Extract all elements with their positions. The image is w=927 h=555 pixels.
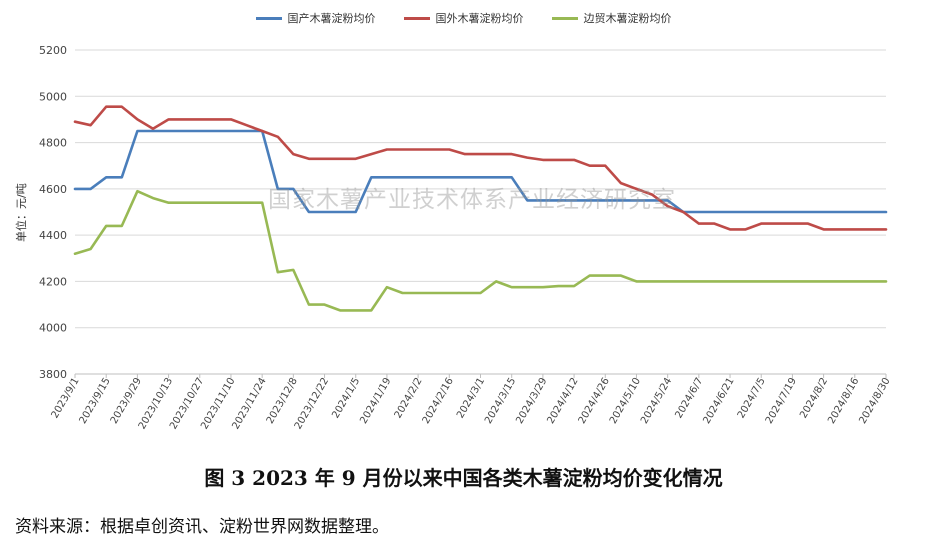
line-chart: 3800 4000 4200 4400 4600 4800 5000 5200 2023/9/1…	[39, 44, 893, 431]
x-tick-label-2023/12/8: 2023/12/8	[265, 376, 300, 426]
y-tick-label-5000: 5000	[39, 90, 67, 103]
legend-item-foreign: 国外木薯淀粉均价	[403, 10, 524, 26]
legend-label-domestic: 国产木薯淀粉均价	[287, 12, 376, 25]
x-tick-label-2024/1/19: 2024/1/19	[358, 376, 393, 426]
x-tick-label-2024/2/2: 2024/2/2	[393, 376, 425, 420]
x-tick-label-2024/3/15: 2024/3/15	[483, 376, 518, 426]
y-tick-label-4800: 4800	[39, 137, 67, 150]
x-tick-label-2023/9/1: 2023/9/1	[50, 376, 82, 420]
chart-legend: 国产木薯淀粉均价 国外木薯淀粉均价 边贸木薯淀粉均价	[0, 10, 927, 26]
x-tick-label-2024/5/24: 2024/5/24	[639, 376, 674, 426]
watermark: 国家木薯产业技术体系产业经济研究室	[268, 187, 676, 213]
x-tick-label-2024/8/30: 2024/8/30	[857, 376, 892, 426]
x-tick-label-2024/3/1: 2024/3/1	[455, 376, 487, 420]
data-source-note: 资料来源：根据卓创资讯、淀粉世界网数据整理。	[15, 517, 389, 537]
x-tick-label-2024/6/21: 2024/6/21	[701, 376, 736, 426]
x-tick-label-2024/4/12: 2024/4/12	[546, 376, 581, 426]
series-line-border-trade	[73, 189, 888, 312]
x-tick-label-2024/7/5: 2024/7/5	[736, 376, 768, 420]
x-tick-label-2024/5/10: 2024/5/10	[608, 376, 643, 426]
series-line-domestic	[73, 129, 888, 214]
x-tick-label-2023/12/22: 2023/12/22	[293, 376, 331, 431]
x-tick-label-2023/9/29: 2023/9/29	[109, 376, 144, 426]
x-tick-label-2024/1/5: 2024/1/5	[330, 376, 362, 420]
legend-item-border-trade: 边贸木薯淀粉均价	[551, 10, 672, 26]
x-tick-label-2024/2/16: 2024/2/16	[421, 376, 456, 426]
y-tick-label-4200: 4200	[39, 275, 67, 288]
x-tick-label-2024/8/16: 2024/8/16	[826, 376, 861, 426]
series-line-foreign	[73, 105, 888, 231]
legend-swatch-domestic	[255, 16, 282, 20]
y-tick-label-5200: 5200	[39, 44, 67, 57]
x-tick-label-2024/6/7: 2024/6/7	[673, 376, 705, 420]
legend-label-foreign: 国外木薯淀粉均价	[435, 12, 524, 25]
x-tick-label-2024/7/19: 2024/7/19	[764, 376, 799, 426]
x-tick-label-2023/9/15: 2023/9/15	[78, 376, 113, 426]
x-tick-label-2024/8/2: 2024/8/2	[798, 376, 830, 420]
legend-label-border-trade: 边贸木薯淀粉均价	[583, 12, 672, 25]
y-tick-label-4600: 4600	[39, 183, 67, 196]
x-tick-label-2024/3/29: 2024/3/29	[514, 376, 549, 426]
legend-item-domestic: 国产木薯淀粉均价	[255, 10, 376, 26]
x-tick-label-2024/4/26: 2024/4/26	[577, 376, 612, 426]
y-tick-label-3800: 3800	[39, 368, 67, 381]
y-tick-label-4400: 4400	[39, 229, 67, 242]
x-tick-label-2023/11/24: 2023/11/24	[230, 376, 268, 431]
y-tick-label-4000: 4000	[39, 322, 67, 335]
legend-swatch-border-trade	[551, 16, 578, 20]
legend-swatch-foreign	[403, 16, 430, 20]
figure-caption: 图 3 2023 年 9 月份以来中国各类木薯淀粉均价变化情况	[204, 466, 723, 490]
